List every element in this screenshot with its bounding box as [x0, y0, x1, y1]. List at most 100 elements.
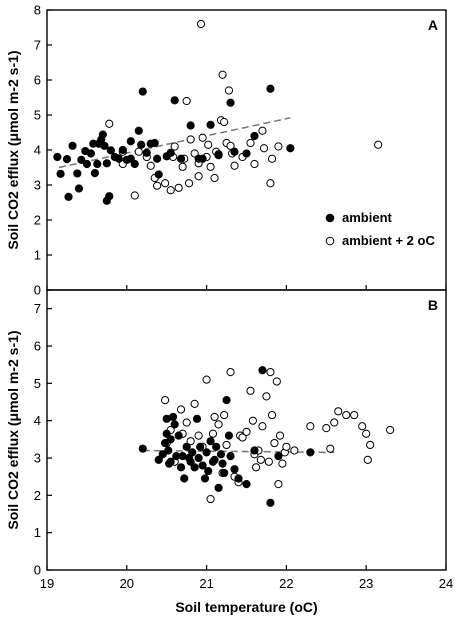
point-warmed [386, 425, 395, 435]
point-ambient [204, 466, 213, 476]
point-ambient [170, 420, 179, 429]
x-tick-label: 20 [120, 576, 134, 591]
point-ambient [126, 137, 135, 146]
point-warmed [256, 455, 265, 464]
point-warmed [267, 410, 277, 420]
point-warmed [190, 399, 199, 408]
point-ambient [210, 455, 219, 464]
point-warmed [248, 416, 257, 425]
point-warmed [258, 126, 267, 135]
point-warmed [362, 429, 371, 438]
x-tick-label: 21 [199, 576, 213, 591]
point-ambient [100, 141, 109, 150]
point-ambient [242, 149, 251, 158]
y-tick-label: 7 [34, 301, 41, 316]
y-axis-title: Soil CO2 efflux (μmol m-2 s-1) [5, 50, 21, 249]
point-ambient [226, 98, 235, 107]
point-ambient [206, 437, 215, 446]
point-warmed [198, 133, 207, 142]
y-tick-label: 7 [34, 38, 41, 53]
point-ambient [188, 448, 197, 457]
point-ambient [242, 480, 251, 489]
point-ambient [258, 366, 267, 375]
point-warmed [222, 440, 231, 450]
point-ambient [158, 450, 167, 459]
point-ambient [182, 442, 191, 451]
point-ambient [82, 159, 92, 169]
y-tick-label: 0 [34, 563, 41, 578]
point-ambient [105, 192, 114, 201]
point-warmed [363, 455, 372, 464]
point-ambient [176, 154, 186, 163]
point-warmed [334, 407, 343, 416]
point-ambient [142, 148, 151, 157]
point-ambient [230, 147, 239, 156]
point-warmed [262, 392, 271, 401]
y-tick-label: 5 [34, 108, 41, 123]
point-ambient [114, 154, 123, 163]
point-ambient [218, 459, 227, 468]
x-tick-label: 24 [439, 576, 453, 591]
point-ambient [198, 154, 207, 163]
point-ambient [220, 468, 229, 478]
point-ambient [222, 396, 231, 405]
point-warmed [196, 19, 206, 29]
legend-marker [325, 236, 335, 246]
point-ambient [90, 169, 99, 178]
point-ambient [266, 498, 275, 507]
point-ambient [192, 414, 202, 423]
point-ambient [170, 96, 179, 105]
y-tick-label: 2 [34, 488, 41, 503]
point-warmed [242, 427, 251, 436]
point-ambient [274, 452, 283, 461]
point-warmed [274, 480, 283, 489]
point-warmed [278, 459, 287, 468]
point-ambient [250, 131, 259, 141]
point-ambient [180, 474, 189, 483]
point-ambient [230, 465, 239, 474]
point-warmed [306, 422, 315, 431]
point-warmed [146, 161, 155, 170]
point-ambient [250, 446, 259, 455]
point-ambient [174, 431, 183, 440]
point-ambient [186, 457, 195, 466]
point-warmed [374, 140, 383, 149]
point-warmed [342, 410, 351, 420]
point-warmed [186, 135, 195, 144]
y-tick-label: 5 [34, 376, 41, 391]
point-ambient [216, 450, 226, 459]
point-ambient [234, 474, 243, 483]
panel-b: 0 1 2 3 4 5 6 7 B Soil CO2 efflux (μmol m-2 s-1) [5, 289, 447, 578]
point-ambient [73, 169, 82, 178]
point-ambient [74, 184, 84, 193]
point-warmed [210, 412, 219, 422]
legend-entry: ambient + 2 oC [342, 233, 435, 248]
point-warmed [230, 161, 239, 170]
point-warmed [218, 70, 227, 79]
point-ambient [224, 431, 234, 440]
point-ambient [64, 192, 73, 201]
point-ambient [138, 444, 147, 453]
point-warmed [178, 162, 187, 171]
point-warmed [358, 422, 367, 431]
point-warmed [270, 438, 279, 448]
point-ambient [138, 87, 147, 96]
point-warmed [267, 154, 277, 163]
point-ambient [154, 455, 163, 464]
trendline [58, 117, 291, 169]
point-warmed [161, 179, 170, 188]
point-warmed [272, 377, 281, 386]
point-ambient [62, 155, 72, 164]
point-ambient [53, 152, 62, 162]
point-warmed [176, 405, 186, 414]
point-ambient [196, 442, 205, 451]
point-ambient [68, 141, 77, 150]
point-warmed [259, 144, 269, 153]
point-warmed [210, 173, 219, 183]
point-ambient [226, 452, 235, 461]
point-warmed [105, 119, 114, 128]
point-ambient [198, 461, 207, 470]
point-ambient [134, 126, 143, 135]
point-ambient [214, 483, 223, 492]
point-warmed [326, 444, 335, 453]
